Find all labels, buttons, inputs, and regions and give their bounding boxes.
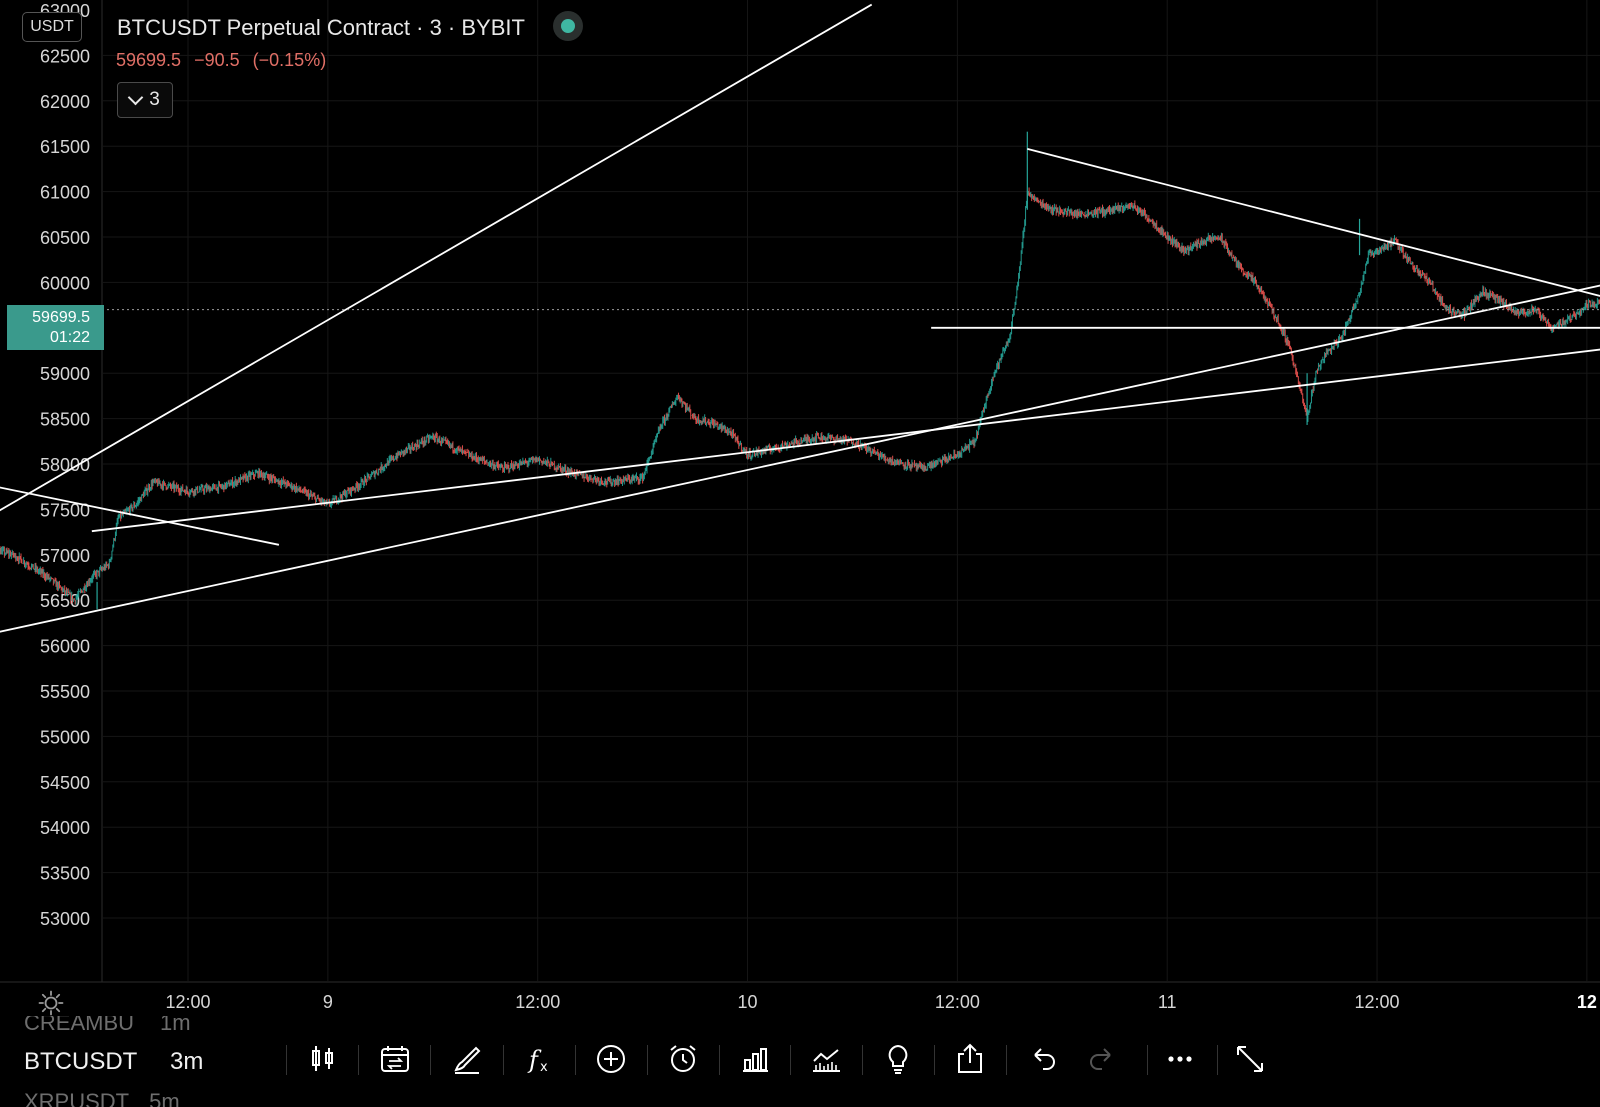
time-tick-label: 12:00 [515,992,560,1012]
toolbar-separator [1147,1045,1148,1075]
price-quote: 59699.5 −90.5 (−0.15%) [116,50,334,71]
last-price: 59699.5 [116,50,182,70]
trend-line-drawings[interactable] [0,3,1600,641]
bar-chart-icon[interactable] [737,1041,773,1077]
bar-countdown: 01:22 [49,329,90,346]
price-tick-label: 57500 [40,500,90,520]
price-tick-label: 54000 [40,818,90,838]
share-icon[interactable] [952,1041,988,1077]
price-tick-label: 55000 [40,727,90,747]
toolbar-separator [719,1045,720,1075]
toolbar-separator [286,1045,287,1075]
market-status-icon [552,11,583,41]
time-tick-label: 12:00 [935,992,980,1012]
price-tick-label: 56000 [40,637,90,657]
price-tick-label: 61500 [40,137,90,157]
ideas-bulb-icon[interactable] [880,1041,916,1077]
symbol-title: BTCUSDT Perpetual Contract · 3 · BYBIT [117,14,525,40]
current-price-value: 59699.5 [32,309,90,326]
currency-badge[interactable]: USDT [22,12,82,42]
indicator-count: 3 [149,89,160,110]
toolbar-separator [647,1045,648,1075]
price-tick-label: 62000 [40,92,90,112]
time-axis[interactable]: 12:00 9 12:00 10 12:00 11 12:00 12 [165,992,1596,1012]
price-change: −90.5 [194,50,240,70]
time-tick-label: 9 [323,992,333,1012]
chevron-down-icon [127,89,144,106]
price-tick-label: 53500 [40,864,90,884]
price-tick-label: 60500 [40,228,90,248]
toolbar-separator [862,1045,863,1075]
toolbar-separator [934,1045,935,1075]
compare-icon[interactable] [808,1041,844,1077]
fullscreen-icon[interactable] [1232,1041,1268,1077]
svg-text:x: x [540,1060,548,1075]
settings-sun-icon[interactable] [38,990,64,1016]
trend-line [1027,148,1600,297]
price-tick-label: 61000 [40,183,90,203]
toolbar-separator [358,1045,359,1075]
redo-icon[interactable] [1084,1041,1120,1077]
price-tick-label: 60000 [40,273,90,293]
alert-icon[interactable] [665,1041,701,1077]
price-tick-label: 59000 [40,364,90,384]
add-icon[interactable] [593,1041,629,1077]
toolbar-separator [1217,1045,1218,1075]
candles-icon[interactable] [305,1041,341,1077]
more-icon[interactable] [1162,1041,1198,1077]
time-tick-label: 10 [738,992,758,1012]
toolbar-separator [790,1045,791,1075]
price-tick-label: 58000 [40,455,90,475]
chart-grid [0,0,1600,983]
time-tick-label: 12:00 [165,992,210,1012]
price-tick-label: 58500 [40,410,90,430]
calendar-icon[interactable] [377,1041,413,1077]
price-tick-label: 55500 [40,682,90,702]
price-tick-label: 54500 [40,773,90,793]
time-tick-label: 12:00 [1355,992,1400,1012]
toolbar-separator [503,1045,504,1075]
price-tick-label: 53000 [40,909,90,929]
price-change-pct: (−0.15%) [252,50,327,70]
price-tick-label: 57000 [40,546,90,566]
draw-icon[interactable] [449,1041,485,1077]
current-price-tag: 59699.5 01:22 [7,305,104,350]
price-axis[interactable]: 6300062500620006150061000605006000059000… [40,1,90,929]
undo-icon[interactable] [1025,1041,1061,1077]
bottom-toolbar [0,1026,1600,1107]
price-tick-label: 62500 [40,46,90,66]
time-tick-label: 11 [1158,992,1177,1012]
trend-line [0,486,280,546]
symbol-list-item-prev[interactable]: CREAMBU 1m [24,1016,191,1035]
symbol-list-item-next[interactable]: XRPUSDT 5m [24,1089,180,1107]
trend-line [91,348,1600,533]
trend-line [0,3,873,512]
toolbar-separator [575,1045,576,1075]
trend-line [0,284,1600,633]
timeframe-selector[interactable]: 3m [170,1048,204,1075]
symbol-header[interactable]: BTCUSDT Perpetual Contract · 3 · BYBIT [117,11,583,44]
time-tick-label: 12 [1577,992,1597,1012]
toolbar-separator [1006,1045,1007,1075]
toolbar-separator [430,1045,431,1075]
indicators-toggle-button[interactable]: 3 [117,82,173,118]
symbol-selector[interactable]: BTCUSDT [24,1048,138,1075]
